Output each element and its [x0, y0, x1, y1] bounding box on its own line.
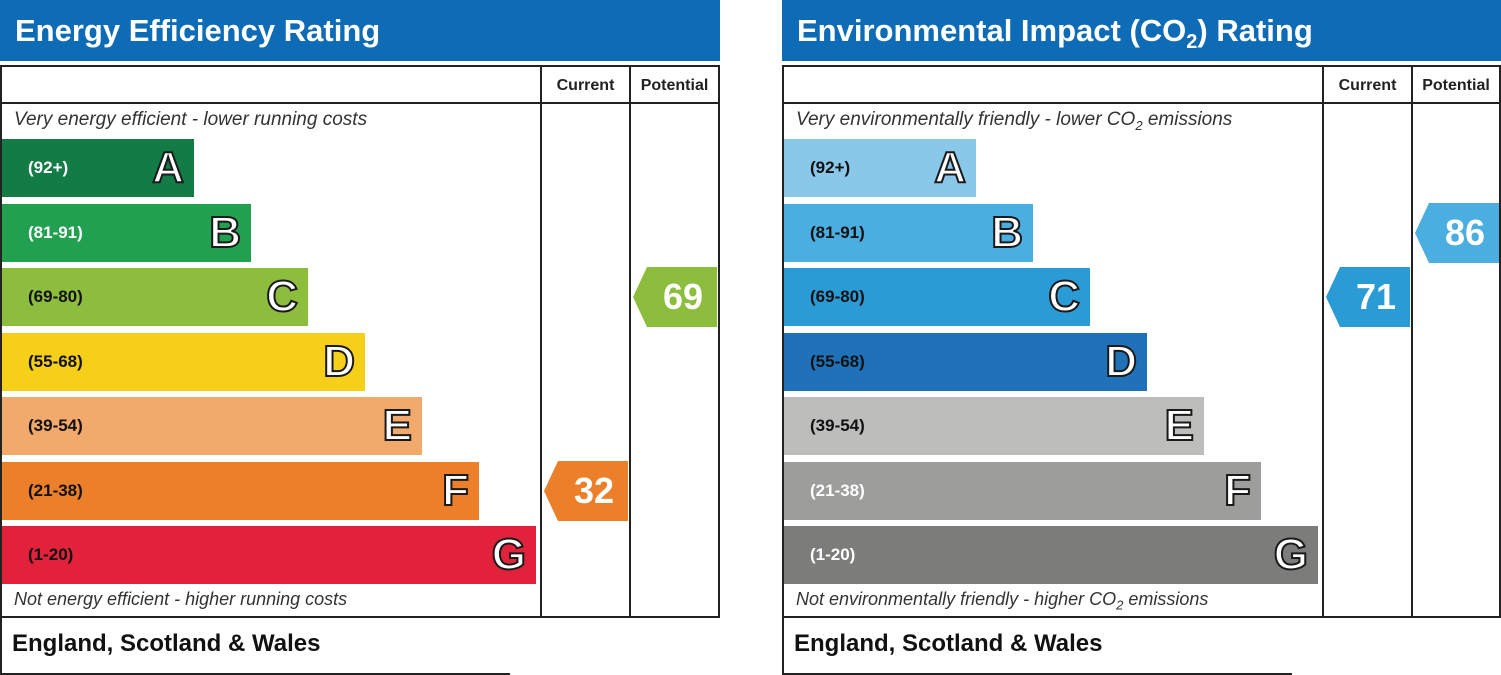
environmental-impact-title: Environmental Impact (CO2) Rating — [782, 0, 1501, 61]
marker-arrow-shape — [1326, 267, 1410, 327]
band-b: (81-91) B — [784, 203, 1033, 262]
band-letter: B — [208, 207, 242, 258]
potential-column-header: Potential — [640, 77, 709, 94]
current-column-header: Current — [556, 77, 615, 94]
band-letter: G — [491, 529, 527, 580]
potential-column-header: Potential — [1422, 77, 1490, 94]
band-b: (81-91) B — [2, 203, 251, 262]
column-divider — [540, 67, 542, 616]
band-range-label: (21-38) — [810, 480, 865, 500]
band-e: (39-54) E — [784, 397, 1204, 455]
band-letter: F — [441, 465, 470, 516]
band-range-label: (81-91) — [810, 222, 865, 242]
band-letter: E — [1164, 400, 1195, 451]
band-range-label: (1-20) — [28, 545, 74, 564]
band-a: (92+) A — [2, 139, 194, 197]
marker-arrow-shape — [1415, 202, 1499, 263]
current-rating-marker: 71 — [1326, 267, 1410, 327]
band-letter: D — [1104, 336, 1138, 387]
header-divider — [784, 102, 1499, 104]
bottom-note: Not environmentally friendly - higher CO… — [796, 589, 1209, 613]
band-letter: B — [990, 207, 1024, 258]
band-letter: C — [265, 271, 299, 322]
band-range-label: (39-54) — [28, 416, 83, 435]
band-letter: A — [151, 142, 185, 193]
band-range-label: (55-68) — [28, 351, 83, 371]
band-range-label: (92+) — [810, 158, 851, 177]
band-letter: D — [322, 336, 356, 387]
region-label: England, Scotland & Wales — [782, 618, 1292, 675]
band-range-label: (81-91) — [28, 222, 83, 242]
band-d: (55-68) D — [784, 332, 1147, 391]
band-letter: E — [382, 400, 413, 451]
band-f: (21-38) F — [784, 461, 1261, 520]
potential-rating-marker: 69 — [633, 267, 717, 327]
band-range-label: (69-80) — [810, 287, 865, 306]
band-letter: C — [1047, 271, 1081, 322]
column-divider — [1322, 67, 1324, 616]
band-e: (39-54) E — [2, 397, 422, 455]
current-rating-value: 71 — [1355, 276, 1397, 317]
current-column-header: Current — [1338, 77, 1397, 94]
column-divider — [1411, 67, 1413, 616]
band-letter: F — [1223, 465, 1252, 516]
potential-rating-marker: 86 — [1415, 202, 1499, 263]
band-c: (69-80) C — [2, 268, 308, 326]
header-divider — [2, 102, 718, 104]
band-d: (55-68) D — [2, 332, 365, 391]
current-rating-value: 32 — [573, 469, 615, 511]
band-letter: G — [1273, 529, 1309, 580]
potential-rating-value: 86 — [1444, 211, 1486, 253]
environmental-impact-panel: Environmental Impact (CO2) Rating Curren… — [782, 0, 1501, 675]
band-f: (21-38) F — [2, 461, 479, 520]
top-note: Very energy efficient - lower running co… — [14, 109, 368, 130]
band-g: (1-20) G — [784, 526, 1318, 584]
energy-efficiency-title: Energy Efficiency Rating — [0, 0, 720, 61]
band-range-label: (21-38) — [28, 480, 83, 500]
band-letter: A — [933, 142, 967, 193]
environmental-impact-table: Current Potential Very environmentally f… — [782, 65, 1501, 618]
band-range-label: (69-80) — [28, 287, 83, 306]
potential-rating-value: 69 — [662, 276, 704, 317]
region-label: England, Scotland & Wales — [0, 618, 510, 675]
band-range-label: (55-68) — [810, 351, 865, 371]
band-range-label: (1-20) — [810, 545, 856, 564]
band-range-label: (39-54) — [810, 416, 865, 435]
bottom-note: Not energy efficient - higher running co… — [14, 589, 348, 609]
marker-arrow-shape — [544, 460, 628, 521]
top-note: Very environmentally friendly - lower CO… — [796, 109, 1233, 133]
column-divider — [629, 67, 631, 616]
energy-efficiency-table: Current Potential Very energy efficient … — [0, 65, 720, 618]
energy-efficiency-panel: Energy Efficiency Rating Current Potenti… — [0, 0, 720, 675]
current-rating-marker: 32 — [544, 460, 628, 521]
marker-arrow-shape — [633, 267, 717, 327]
band-g: (1-20) G — [2, 526, 536, 584]
band-c: (69-80) C — [784, 268, 1090, 326]
band-range-label: (92+) — [28, 158, 69, 177]
band-a: (92+) A — [784, 139, 976, 197]
